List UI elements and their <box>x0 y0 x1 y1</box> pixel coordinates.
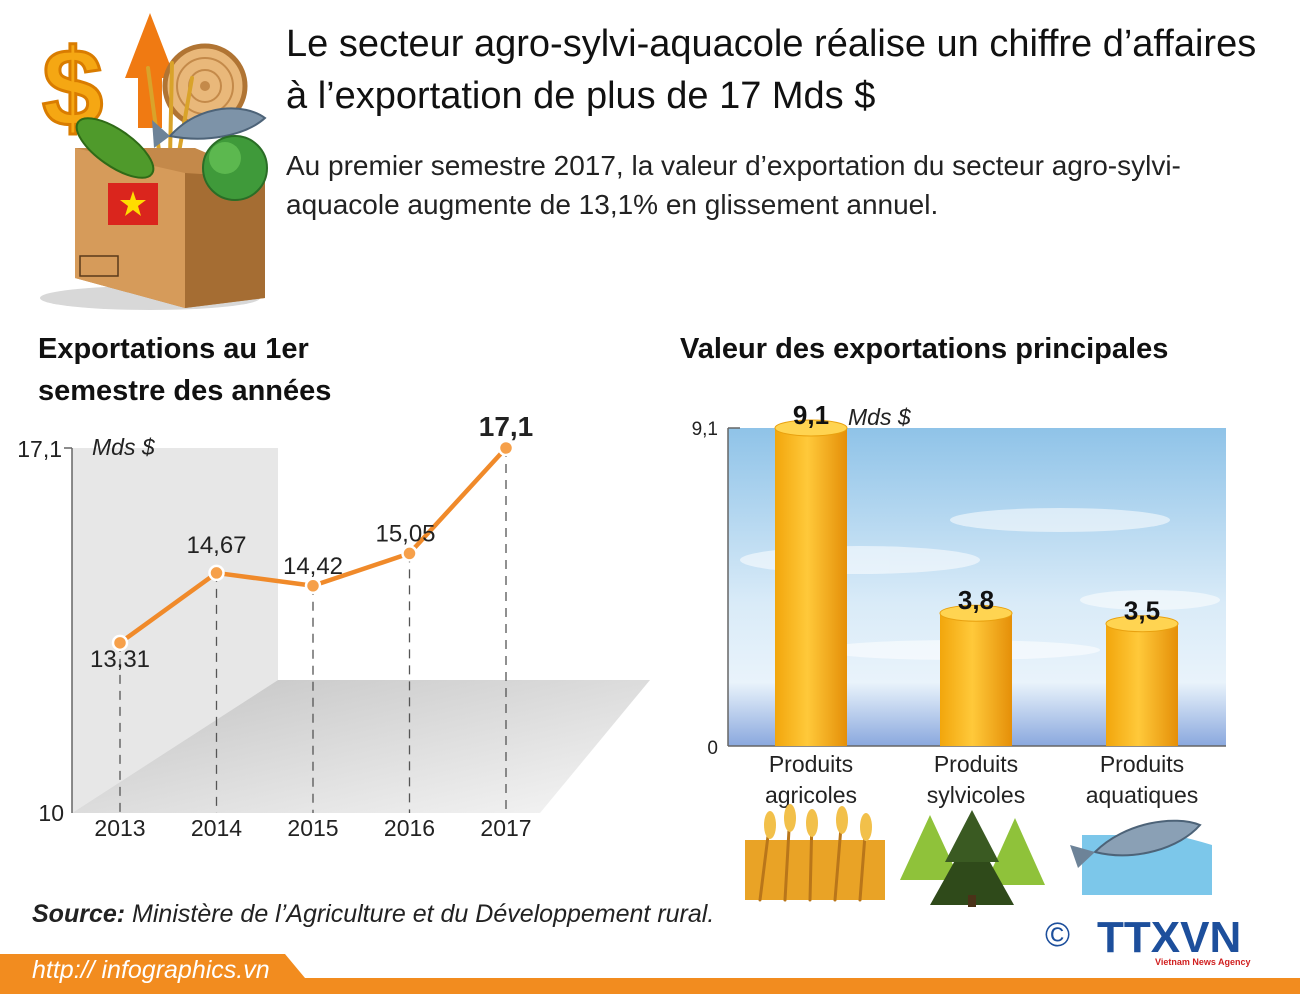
y-tick-label: 17,1 <box>17 436 62 462</box>
logo-brand: TTXVN <box>1097 913 1241 962</box>
export-box-illustration-icon: $ <box>40 13 268 310</box>
category-label: Produits <box>769 751 853 777</box>
footer-url-link[interactable]: http:// infographics.vn <box>32 956 270 984</box>
svg-text:$: $ <box>42 27 103 150</box>
pine-trees-icon <box>900 810 1045 907</box>
x-tick-label: 2013 <box>94 815 145 841</box>
data-label: 15,05 <box>375 520 435 547</box>
line-chart-background <box>72 448 650 813</box>
data-label: 9,1 <box>793 400 829 430</box>
y-unit-label: Mds $ <box>848 404 912 430</box>
y-tick-label: 9,1 <box>692 419 718 440</box>
data-label: 13,31 <box>90 646 150 673</box>
fish-icon <box>1070 819 1212 895</box>
category-label: aquatiques <box>1086 782 1199 808</box>
data-point <box>304 577 322 595</box>
source-text: Ministère de l’Agriculture et du Dévelop… <box>132 900 715 928</box>
category-label: Produits <box>934 751 1018 777</box>
bar <box>1106 623 1178 746</box>
data-point <box>111 634 129 652</box>
y-tick-label: 10 <box>38 800 64 826</box>
bar <box>775 428 847 746</box>
ttxvn-logo: © TTXVN Vietnam News Agency <box>1045 913 1251 967</box>
data-label: 3,8 <box>958 585 994 615</box>
page-subtitle: Au premier semestre 2017, la valeur d’ex… <box>286 150 1181 220</box>
data-point <box>208 564 225 582</box>
source-label: Source: <box>32 900 126 928</box>
bar <box>940 613 1012 746</box>
wheat-icon <box>745 804 885 902</box>
category-label: Produits <box>1100 751 1184 777</box>
bar-chart-title: Valeur des exportations principales <box>680 333 1169 365</box>
data-label: 14,42 <box>283 553 343 580</box>
data-label: 14,67 <box>186 532 246 559</box>
y-unit-label: Mds $ <box>92 434 156 460</box>
page-title: Le secteur agro-sylvi-aquacole réalise u… <box>286 23 1257 117</box>
y-tick-label: 0 <box>707 738 718 759</box>
footer-bar <box>0 954 1300 994</box>
category-label: sylvicoles <box>927 782 1025 808</box>
x-tick-label: 2017 <box>480 815 531 841</box>
bar-top <box>939 604 1013 622</box>
line-chart-title: Exportations au 1er semestre des années <box>38 333 332 407</box>
category-label: agricoles <box>765 782 857 808</box>
data-label: 3,5 <box>1124 596 1160 626</box>
x-tick-label: 2014 <box>191 815 242 841</box>
data-point <box>401 545 418 562</box>
source-note: Source: Ministère de l’Agriculture et du… <box>32 900 714 929</box>
bar-top <box>1105 615 1179 633</box>
data-point <box>497 439 515 457</box>
copyright-symbol: © <box>1045 916 1070 954</box>
x-tick-label: 2015 <box>287 815 338 841</box>
x-tick-label: 2016 <box>384 815 435 841</box>
data-label: 17,1 <box>479 411 534 442</box>
bar-top <box>774 419 848 437</box>
logo-tagline: Vietnam News Agency <box>1155 957 1251 967</box>
